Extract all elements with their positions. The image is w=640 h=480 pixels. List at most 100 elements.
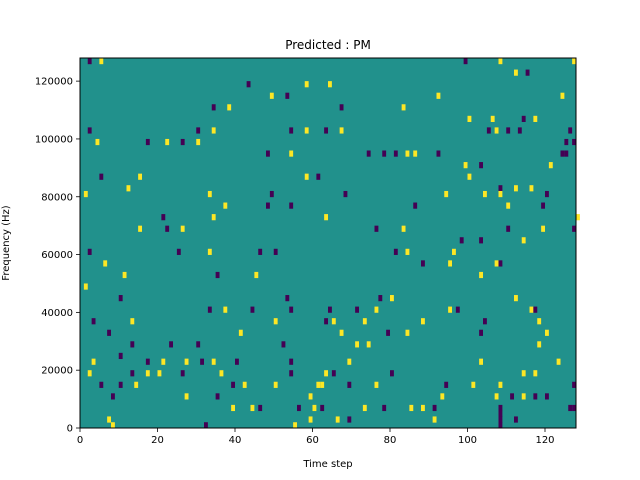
- heatmap-cell: [479, 162, 484, 169]
- heatmap-cell: [289, 202, 294, 209]
- heatmap-cell: [382, 404, 387, 412]
- y-tick-label: 20000: [41, 366, 73, 377]
- heatmap-cell: [572, 225, 577, 232]
- heatmap-cell: [169, 341, 174, 348]
- heatmap-cell: [374, 381, 379, 388]
- heatmap-cell: [564, 138, 569, 146]
- heatmap-cell: [118, 352, 123, 360]
- heatmap-cell: [207, 248, 212, 255]
- heatmap-cell: [498, 410, 503, 417]
- heatmap-cell: [180, 138, 185, 146]
- heatmap-cell: [498, 381, 503, 388]
- heatmap-cell: [405, 150, 410, 157]
- heatmap-cell: [343, 190, 348, 198]
- plot-area: [79, 57, 580, 429]
- heatmap-cell: [459, 237, 464, 244]
- heatmap-cell: [107, 329, 112, 336]
- heatmap-cell: [223, 306, 228, 313]
- heatmap-cell: [331, 318, 336, 325]
- heatmap-cell: [180, 370, 185, 377]
- heatmap-cell: [390, 295, 394, 302]
- heatmap-cell: [219, 370, 224, 377]
- heatmap-cell: [421, 404, 425, 412]
- heatmap-cell: [483, 318, 487, 325]
- heatmap-cell: [533, 115, 538, 122]
- heatmap-cell: [118, 295, 123, 302]
- heatmap-cell: [378, 295, 383, 302]
- heatmap-cell: [145, 138, 150, 146]
- heatmap-cell: [421, 260, 425, 267]
- heatmap-cell: [196, 127, 201, 134]
- heatmap-cell: [331, 370, 336, 377]
- heatmap-cell: [498, 185, 503, 192]
- y-tick-label: 40000: [41, 308, 73, 319]
- heatmap-cell: [494, 393, 499, 400]
- heatmap-cell: [436, 150, 441, 157]
- heatmap-cell: [304, 127, 309, 134]
- heatmap-cell: [223, 202, 228, 209]
- heatmap-cell: [514, 416, 518, 423]
- heatmap-cell: [421, 318, 425, 325]
- heatmap-cell: [572, 381, 577, 388]
- heatmap-cell: [347, 381, 352, 388]
- heatmap-cell: [320, 381, 325, 388]
- x-tick-label: 80: [384, 435, 397, 446]
- heatmap-cell: [537, 341, 542, 348]
- heatmap-cell: [382, 150, 387, 157]
- heatmap-cell: [568, 127, 573, 134]
- heatmap-cell: [479, 358, 484, 365]
- heatmap-cell: [204, 422, 208, 429]
- heatmap-cell: [266, 150, 270, 157]
- heatmap-cell: [393, 150, 398, 157]
- heatmap-cell: [227, 104, 232, 111]
- heatmap-cell: [250, 404, 255, 412]
- heatmap-cell: [285, 295, 290, 302]
- heatmap-cell: [432, 416, 437, 423]
- heatmap-cell: [386, 329, 391, 336]
- y-axis-ticks: 0 20000 40000 60000 80000 100000 120000: [35, 77, 80, 435]
- heatmap-cell: [494, 127, 499, 134]
- heatmap-cell: [211, 127, 216, 134]
- heatmap-cell: [366, 341, 371, 348]
- heatmap-cell: [122, 271, 127, 279]
- heatmap-cell: [91, 318, 96, 325]
- heatmap-cell: [207, 306, 212, 313]
- heatmap-cell: [401, 104, 406, 111]
- heatmap-cell: [207, 190, 212, 198]
- y-tick-label: 100000: [35, 134, 73, 145]
- heatmap-cell: [521, 393, 526, 400]
- heatmap-cell: [211, 214, 216, 221]
- y-axis-label: Frequency (Hz): [1, 205, 12, 281]
- heatmap-cell: [200, 358, 205, 365]
- heatmap-cell: [145, 358, 150, 365]
- heatmap-cell: [324, 370, 329, 377]
- heatmap-cell: [533, 306, 538, 313]
- heatmap-cell: [266, 202, 270, 209]
- heatmap-cell: [498, 58, 503, 65]
- heatmap-cell: [541, 202, 546, 209]
- heatmap-cell: [347, 358, 352, 365]
- heatmap-cell: [87, 58, 92, 65]
- heatmap-cell: [231, 381, 236, 388]
- x-tick-label: 0: [77, 435, 83, 446]
- heatmap-cell: [517, 127, 522, 134]
- heatmap-cell: [111, 393, 115, 400]
- heatmap-cell: [405, 329, 410, 336]
- heatmap-cell: [355, 341, 360, 348]
- heatmap-cell: [506, 127, 511, 134]
- heatmap-cell: [126, 185, 131, 192]
- y-tick-label: 60000: [41, 250, 73, 261]
- heatmap-cell: [467, 173, 472, 180]
- heatmap-cell: [165, 225, 170, 232]
- x-axis-label: Time step: [302, 459, 352, 470]
- heatmap-cell: [308, 393, 313, 400]
- heatmap-cell: [339, 104, 344, 111]
- heatmap-cell: [254, 271, 259, 279]
- heatmap-cell: [324, 318, 329, 325]
- heatmap-cell: [180, 225, 185, 232]
- heatmap-cell: [211, 358, 216, 365]
- y-tick-label: 120000: [35, 77, 73, 88]
- heatmap-cell: [436, 92, 441, 99]
- heatmap-cell: [242, 381, 247, 388]
- heatmap-cell: [339, 329, 344, 336]
